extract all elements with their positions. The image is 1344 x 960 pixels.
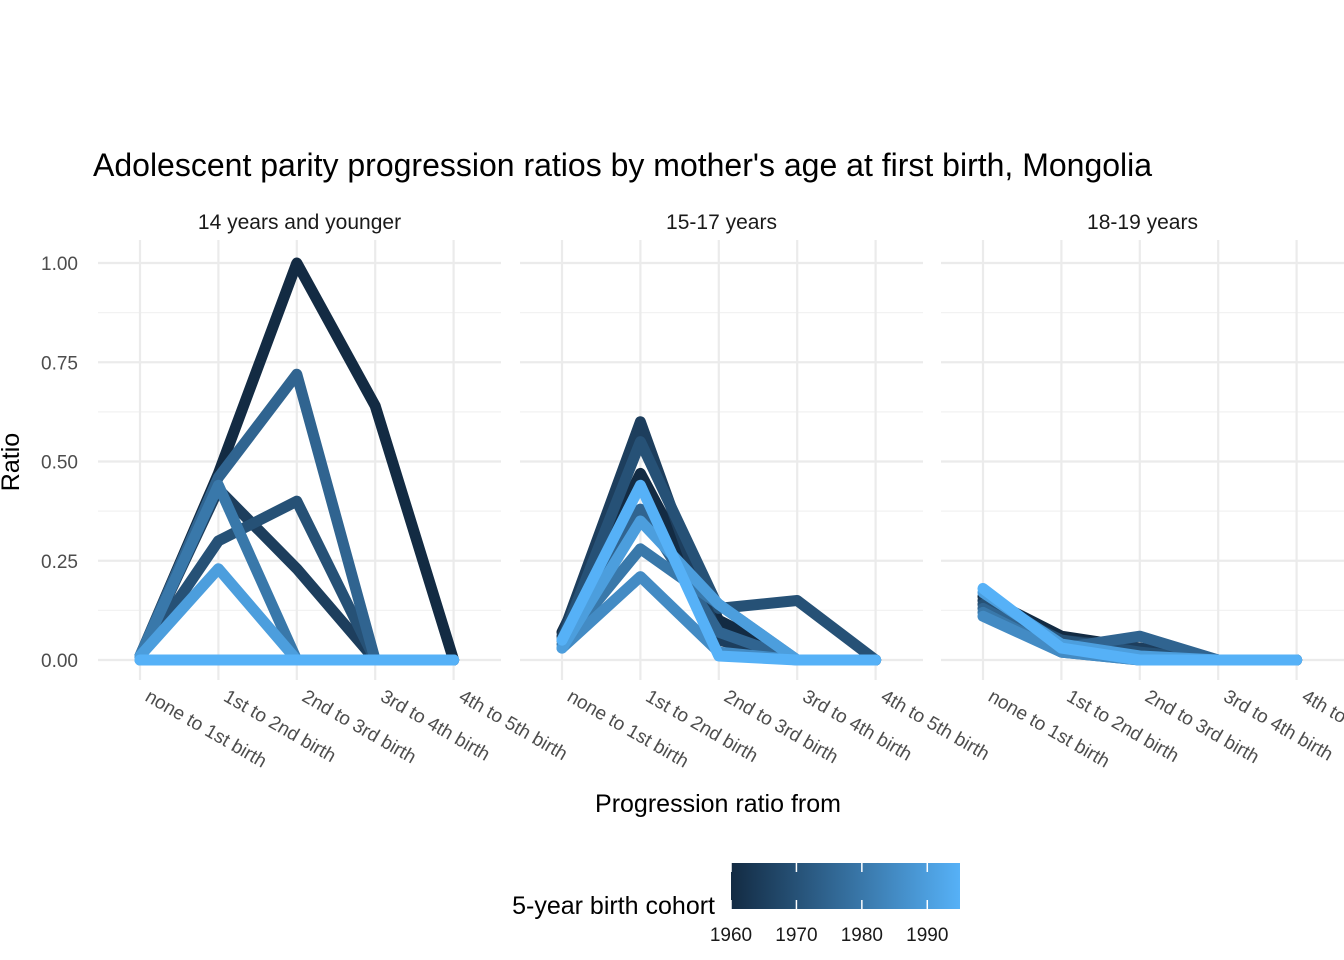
y-axis-title: Ratio [0,433,25,491]
legend-title: 5-year birth cohort [512,892,715,920]
x-axis-title: Progression ratio from [595,790,841,818]
panel-lines [977,583,1303,666]
legend-tick-label: 1980 [841,925,883,946]
y-tick-label: 0.75 [41,353,78,374]
legend-ticks: 1960 1970 1980 1990 [710,863,948,946]
y-axis: 0.00 0.25 0.50 0.75 1.00 [41,254,78,672]
legend-tick-label: 1970 [775,925,817,946]
panel-label: 15-17 years [666,211,777,234]
legend-tick-label: 1960 [710,925,752,946]
y-tick-label: 0.50 [41,453,78,474]
y-tick-label: 0.00 [41,651,78,672]
panel-grid [520,240,923,680]
legend-tick-label: 1990 [906,925,948,946]
legend: 5-year birth cohort 1960 1970 1980 1990 [512,863,960,946]
series-line [977,583,1303,666]
panel-lines [134,257,460,666]
panel-label: 18-19 years [1087,211,1198,234]
y-tick-label: 0.25 [41,552,78,573]
panel-label: 14 years and younger [198,211,401,234]
legend-colorbar [731,863,960,909]
panel-lines [556,416,882,666]
series-line [556,479,882,666]
chart-title: Adolescent parity progression ratios by … [93,147,1152,183]
y-tick-label: 1.00 [41,254,78,275]
